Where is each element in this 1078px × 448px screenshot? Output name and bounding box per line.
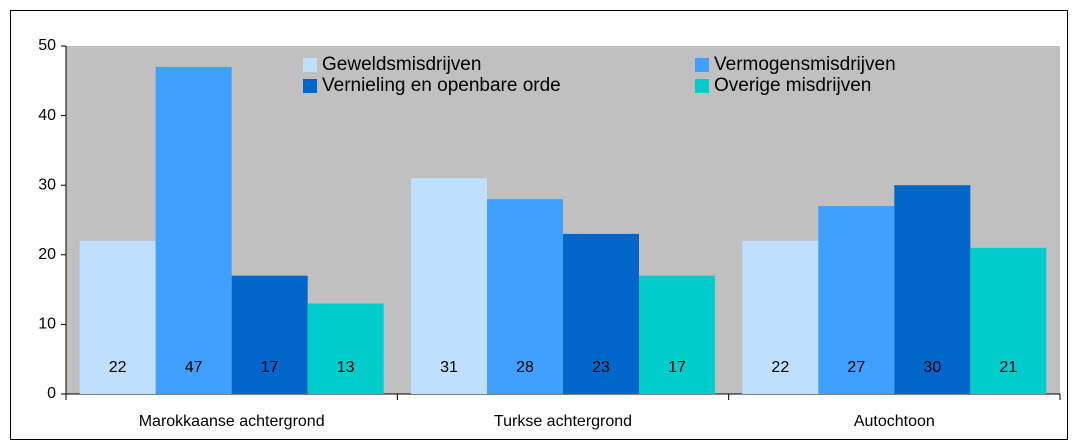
bar	[79, 240, 156, 394]
data-label: 21	[999, 359, 1017, 376]
bar	[563, 233, 639, 394]
legend-swatch	[303, 58, 317, 72]
legend-label: Vermogensmisdrijven	[714, 54, 896, 75]
bar	[818, 206, 895, 394]
legend-swatch	[303, 79, 317, 93]
legend-swatch	[695, 58, 709, 72]
y-tick-label: 40	[38, 107, 56, 124]
bar	[970, 247, 1047, 394]
y-tick-label: 10	[38, 316, 56, 333]
data-label: 13	[337, 359, 355, 376]
data-label: 27	[847, 359, 865, 376]
data-label: 22	[771, 359, 789, 376]
y-tick-label: 0	[47, 385, 56, 402]
bar	[894, 185, 971, 394]
bar	[411, 178, 487, 394]
y-tick-label: 30	[38, 176, 56, 193]
data-label: 31	[440, 359, 458, 376]
legend-label: Geweldsmisdrijven	[322, 54, 481, 75]
bar	[742, 240, 819, 394]
data-label: 23	[592, 359, 610, 376]
y-tick-label: 50	[38, 37, 56, 54]
data-label: 22	[109, 359, 127, 376]
bar	[487, 199, 563, 394]
data-label: 47	[185, 359, 203, 376]
x-tick-label: Marokkaanse achtergrond	[139, 413, 325, 430]
bar	[231, 275, 308, 394]
bar	[307, 303, 384, 394]
data-label: 30	[923, 359, 941, 376]
bar	[155, 66, 232, 394]
bar	[639, 275, 715, 394]
legend-label: Vernieling en openbare orde	[322, 75, 561, 96]
data-label: 17	[668, 359, 686, 376]
legend-swatch	[695, 79, 709, 93]
legend-label: Overige misdrijven	[714, 75, 871, 96]
data-label: 28	[516, 359, 534, 376]
x-tick-label: Autochtoon	[854, 413, 935, 430]
y-tick-label: 20	[38, 246, 56, 263]
data-label: 17	[261, 359, 279, 376]
x-tick-label: Turkse achtergrond	[494, 413, 632, 430]
